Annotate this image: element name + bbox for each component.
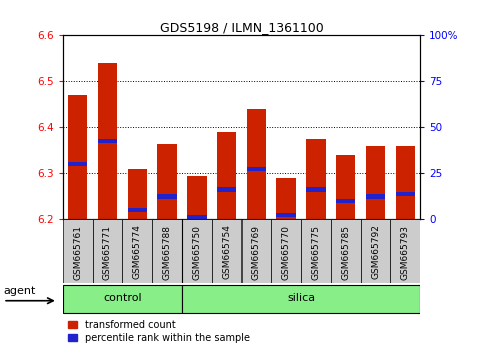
Text: silica: silica	[287, 293, 315, 303]
Bar	[152, 219, 182, 283]
Bar	[247, 167, 266, 171]
Text: agent: agent	[3, 286, 36, 296]
Title: GDS5198 / ILMN_1361100: GDS5198 / ILMN_1361100	[159, 21, 324, 34]
Bar	[157, 143, 177, 219]
Bar	[128, 208, 147, 212]
Bar	[271, 219, 301, 283]
Bar	[122, 219, 152, 283]
Bar	[396, 192, 415, 196]
Text: GSM665775: GSM665775	[312, 224, 320, 280]
Text: GSM665771: GSM665771	[103, 224, 112, 280]
Bar	[336, 155, 355, 219]
Bar	[212, 219, 242, 283]
Bar	[63, 285, 182, 314]
Bar	[217, 132, 236, 219]
Text: control: control	[103, 293, 142, 303]
Bar	[276, 213, 296, 217]
Bar	[187, 176, 207, 219]
Text: GSM665770: GSM665770	[282, 224, 291, 280]
Text: GSM665792: GSM665792	[371, 224, 380, 279]
Bar	[63, 219, 93, 283]
Bar	[128, 169, 147, 219]
Bar	[336, 199, 355, 203]
Text: GSM665761: GSM665761	[73, 224, 82, 280]
Bar	[68, 162, 87, 166]
Bar	[366, 146, 385, 219]
Bar	[217, 188, 236, 192]
Bar	[306, 188, 326, 192]
Bar	[187, 215, 207, 219]
Bar	[242, 219, 271, 283]
Text: GSM665793: GSM665793	[401, 224, 410, 280]
Text: GSM665774: GSM665774	[133, 224, 142, 279]
Bar	[98, 139, 117, 143]
Bar	[98, 63, 117, 219]
Bar	[331, 219, 361, 283]
Bar	[68, 95, 87, 219]
Bar	[366, 194, 385, 199]
Bar	[247, 109, 266, 219]
Bar	[306, 139, 326, 219]
Text: GSM665754: GSM665754	[222, 224, 231, 279]
Bar	[93, 219, 122, 283]
Bar	[396, 146, 415, 219]
Bar	[157, 194, 177, 199]
Text: GSM665788: GSM665788	[163, 224, 171, 280]
Bar	[390, 219, 420, 283]
Legend: transformed count, percentile rank within the sample: transformed count, percentile rank withi…	[68, 320, 250, 343]
Text: GSM665769: GSM665769	[252, 224, 261, 280]
Bar	[182, 219, 212, 283]
Text: GSM665785: GSM665785	[341, 224, 350, 280]
Bar	[361, 219, 390, 283]
Bar	[276, 178, 296, 219]
Bar	[182, 285, 420, 314]
Text: GSM665750: GSM665750	[192, 224, 201, 280]
Bar	[301, 219, 331, 283]
